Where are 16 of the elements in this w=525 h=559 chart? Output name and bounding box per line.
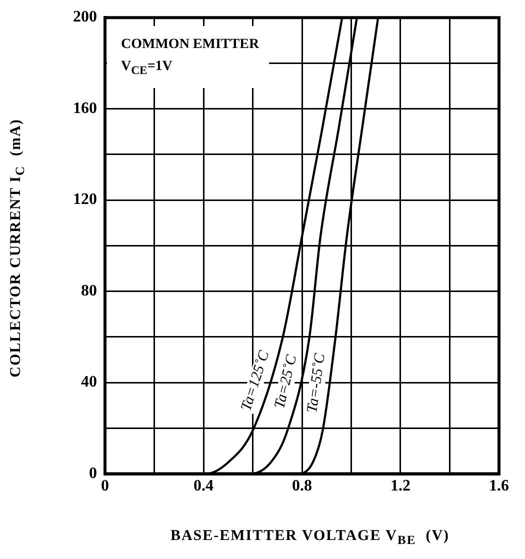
x-tick-label: 0.4 (194, 478, 214, 495)
text: Ta=-55˚C (304, 352, 329, 414)
x-axis-title: BASE-EMITTER VOLTAGE V$_{BE}$ (V) (169, 528, 451, 548)
y-tick-label: 80 (81, 282, 97, 300)
y-tick-label: 0 (89, 464, 97, 482)
y-tick-label: 120 (73, 191, 97, 208)
text: Ta=25˚C (272, 352, 300, 410)
x-tick-label: 0.8 (292, 478, 312, 495)
y-tick-label: 40 (81, 374, 97, 391)
annotation: V$_{CE}$=1V (121, 58, 174, 79)
x-tick-label: 1.6 (489, 478, 509, 495)
y-tick-label: 200 (73, 8, 97, 26)
x-tick-label: 0 (101, 478, 109, 495)
y-tick-label: 160 (73, 100, 97, 117)
annotation: COMMON EMITTER (121, 36, 260, 54)
x-tick-label: 1.2 (390, 478, 410, 495)
